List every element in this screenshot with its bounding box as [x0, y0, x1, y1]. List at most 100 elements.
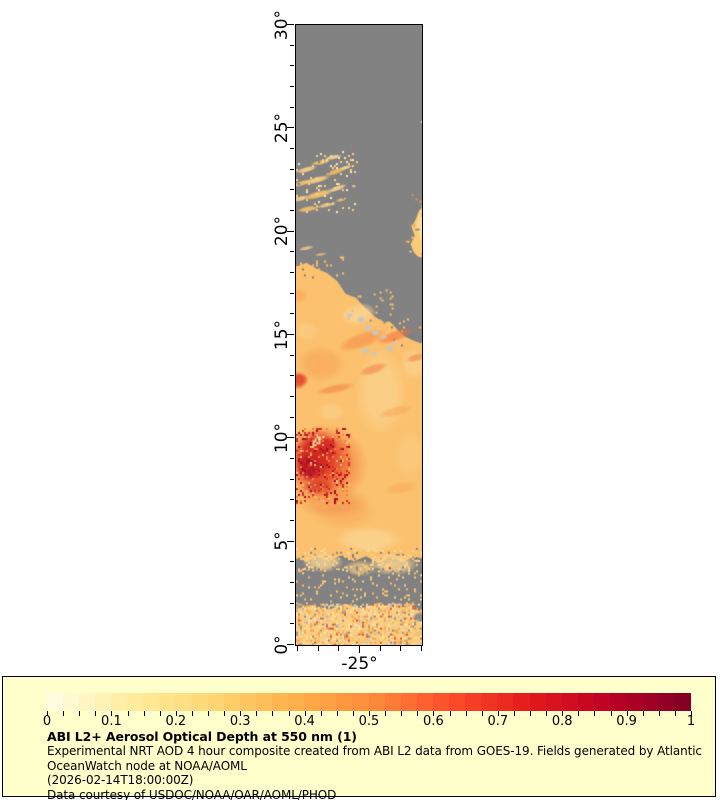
colorbar-tick	[143, 711, 145, 716]
colorbar-tick	[546, 711, 548, 716]
x-axis-tick	[317, 646, 319, 651]
colorbar-tick-label: 0.7	[487, 714, 509, 729]
y-axis-tick	[287, 437, 294, 439]
y-axis-tick-label: 30°	[272, 9, 292, 40]
y-axis-tick	[289, 499, 294, 501]
y-axis-tick	[289, 44, 294, 46]
legend-panel: 0 0.1 0.2 0.3 0.4 0.5 0.6 0.7 0.8 0.9 1 ABI L2+ Ae…	[2, 676, 716, 800]
colorbar-tick	[79, 711, 81, 716]
y-axis-tick	[287, 643, 294, 646]
colorbar-tick	[385, 711, 387, 716]
y-axis-tick-label: 10°	[272, 422, 292, 453]
colorbar-tick	[658, 711, 660, 716]
colorbar-tick-label: 0	[42, 714, 52, 729]
y-axis-tick-label: 15°	[272, 319, 292, 350]
colorbar-tick	[336, 711, 338, 716]
x-axis-tick	[296, 646, 299, 651]
y-axis-tick	[289, 271, 294, 274]
colorbar-tick	[175, 711, 177, 716]
colorbar-tick	[240, 711, 242, 716]
y-axis-tick	[289, 602, 294, 604]
x-axis-tick	[379, 646, 381, 651]
legend-line-4: Data courtesy of USDOC/NOAA/OAR/AOML/PHO…	[47, 787, 337, 800]
aod-map-raster	[295, 24, 422, 645]
colorbar-tick	[352, 711, 354, 716]
x-axis-tick	[400, 646, 402, 651]
colorbar-tick	[320, 711, 322, 716]
y-axis-tick	[289, 581, 294, 584]
colorbar-tick	[674, 711, 676, 716]
y-axis-tick	[287, 540, 294, 542]
y-axis-tick	[287, 230, 294, 232]
colorbar-tick	[304, 711, 306, 716]
colorbar-tick	[626, 711, 628, 716]
y-axis-tick-label: 0°	[272, 634, 292, 655]
colorbar-tick	[594, 711, 596, 716]
colorbar-tick	[562, 711, 564, 716]
colorbar-tick-label: 0.5	[358, 714, 380, 729]
y-axis-tick	[289, 168, 294, 170]
colorbar-tick-label: 0.2	[165, 714, 187, 729]
y-axis-tick-label: 20°	[272, 216, 292, 247]
colorbar-tick-label: 0.3	[229, 714, 251, 729]
y-axis-tick	[289, 519, 294, 522]
colorbar-tick	[95, 711, 97, 716]
x-axis-tick-label: -25°	[341, 653, 378, 674]
colorbar-tick	[691, 711, 692, 716]
y-axis-tick	[289, 251, 294, 253]
colorbar-tick	[481, 711, 483, 716]
y-axis-tick	[289, 478, 294, 480]
colorbar-tick-label: 0.9	[616, 714, 637, 729]
y-axis-tick	[287, 127, 294, 129]
colorbar-tick	[191, 711, 193, 716]
colorbar-tick	[433, 711, 435, 716]
colorbar-tick-label: 1	[686, 714, 696, 729]
colorbar-tick	[497, 711, 499, 716]
colorbar-tick	[449, 711, 451, 716]
colorbar-tick-label: 0.4	[294, 714, 315, 729]
y-axis-tick	[289, 209, 294, 212]
colorbar-tick	[513, 711, 515, 716]
colorbar-tick-label: 0.8	[551, 714, 573, 729]
y-axis-tick	[289, 65, 294, 67]
colorbar-tick	[47, 711, 48, 716]
x-axis-major-tick	[358, 646, 361, 653]
legend-line-1: Experimental NRT AOD 4 hour composite cr…	[47, 744, 702, 759]
colorbar-tick	[127, 711, 129, 716]
colorbar-tick	[272, 711, 274, 716]
y-axis-tick	[287, 333, 294, 336]
x-axis-tick	[420, 646, 423, 651]
colorbar-tick	[465, 711, 467, 716]
y-axis-tick	[289, 292, 294, 294]
colorbar-tick	[256, 711, 258, 716]
y-axis-tick-label: 5°	[272, 531, 292, 551]
legend-text-block: ABI L2+ Aerosol Optical Depth at 550 nm …	[47, 729, 702, 800]
colorbar-tick	[224, 711, 226, 716]
y-axis-tick	[289, 457, 294, 460]
y-axis-tick	[289, 106, 294, 108]
colorbar-tick	[369, 711, 370, 716]
colorbar-tick-label: 0.1	[101, 714, 122, 729]
colorbar-tick	[159, 711, 161, 716]
colorbar-tick	[578, 711, 580, 716]
colorbar-tick-label: 0.6	[423, 714, 444, 729]
colorbar-tick	[208, 711, 209, 716]
colorbar-tick	[288, 711, 290, 716]
colorbar-tick	[401, 711, 403, 716]
colorbar-tick	[610, 711, 612, 716]
colorbar-tick	[417, 711, 419, 716]
y-axis-tick-label: 25°	[272, 112, 292, 143]
colorbar-tick	[111, 711, 113, 716]
colorbar-tick	[530, 711, 531, 716]
y-axis-tick	[289, 147, 294, 150]
y-axis-tick	[289, 561, 294, 563]
y-axis-tick	[289, 354, 294, 356]
y-axis-tick	[289, 85, 294, 88]
legend-line-2: OceanWatch node at NOAA/AOML	[47, 758, 247, 773]
aod-map-plot: -25° 0° 5° 10° 15° 20° 25° 30°	[272, 9, 423, 674]
y-axis-tick	[289, 395, 294, 398]
y-axis-tick	[289, 189, 294, 191]
legend-line-3: (2026-02-14T18:00:00Z)	[47, 773, 194, 788]
colorbar-tick	[63, 711, 65, 716]
